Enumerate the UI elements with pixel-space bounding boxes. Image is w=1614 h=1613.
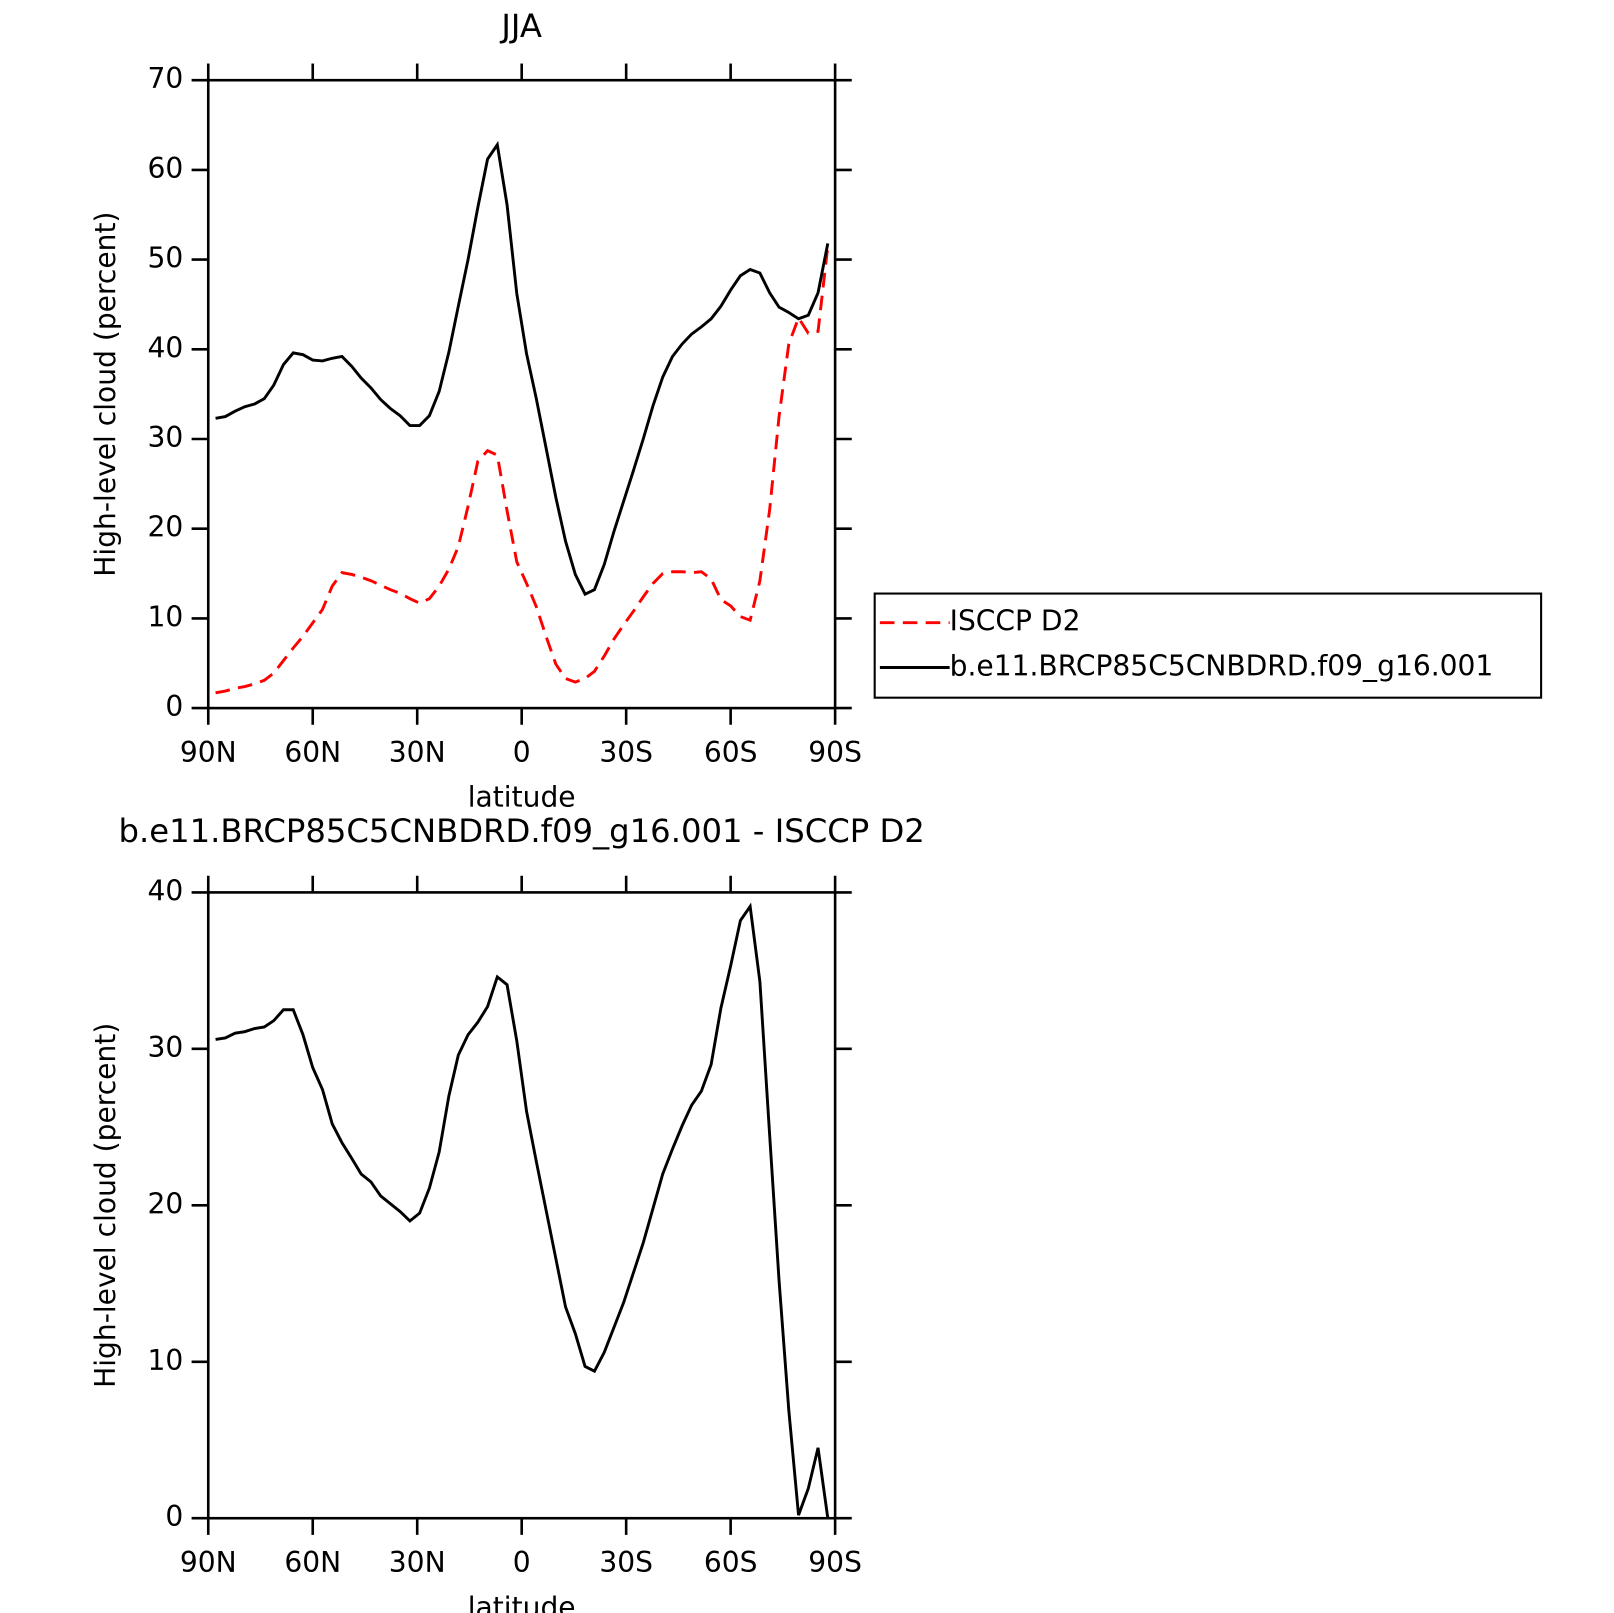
legend-label: b.e11.BRCP85C5CNBDRD.f09_g16.001	[950, 649, 1494, 682]
x-tick-label: 0	[513, 736, 531, 769]
chart-title: b.e11.BRCP85C5CNBDRD.f09_g16.001 - ISCCP…	[119, 812, 925, 850]
y-axis-label: High-level cloud (percent)	[89, 1023, 122, 1388]
x-axis-label: latitude	[468, 1591, 576, 1613]
y-tick-label: 50	[147, 242, 183, 275]
x-tick-label: 30N	[389, 736, 446, 769]
y-tick-label: 60	[147, 152, 183, 185]
x-tick-label: 60S	[704, 736, 758, 769]
y-axis-label: High-level cloud (percent)	[89, 212, 122, 577]
data-line	[215, 902, 830, 1519]
x-axis-label: latitude	[468, 781, 576, 814]
x-tick-label: 90N	[180, 1546, 237, 1579]
x-tick-label: 90N	[180, 736, 237, 769]
x-tick-label: 0	[513, 1546, 531, 1579]
y-tick-label: 20	[147, 1187, 183, 1220]
y-tick-label: 10	[147, 1344, 183, 1377]
x-tick-label: 90S	[808, 736, 862, 769]
chart-title: JJA	[499, 7, 542, 45]
x-tick-label: 90S	[808, 1546, 862, 1579]
x-tick-label: 60N	[284, 1546, 341, 1579]
y-tick-label: 0	[165, 690, 183, 723]
y-tick-label: 20	[147, 511, 183, 544]
x-tick-label: 60N	[284, 736, 341, 769]
y-tick-label: 0	[165, 1500, 183, 1533]
x-tick-label: 30N	[389, 1546, 446, 1579]
x-tick-label: 30S	[599, 1546, 653, 1579]
y-tick-label: 70	[147, 62, 183, 95]
y-tick-label: 40	[147, 331, 183, 364]
data-line	[215, 245, 830, 695]
x-tick-label: 30S	[599, 736, 653, 769]
legend-box	[873, 592, 1543, 699]
plot-frame	[206, 78, 837, 710]
legend-label: ISCCP D2	[950, 605, 1081, 638]
y-tick-label: 10	[147, 600, 183, 633]
data-line	[215, 140, 830, 597]
y-tick-label: 30	[147, 421, 183, 454]
y-tick-label: 30	[147, 1031, 183, 1064]
plot-frame	[206, 891, 837, 1520]
x-tick-label: 60S	[704, 1546, 758, 1579]
y-tick-label: 40	[147, 874, 183, 907]
